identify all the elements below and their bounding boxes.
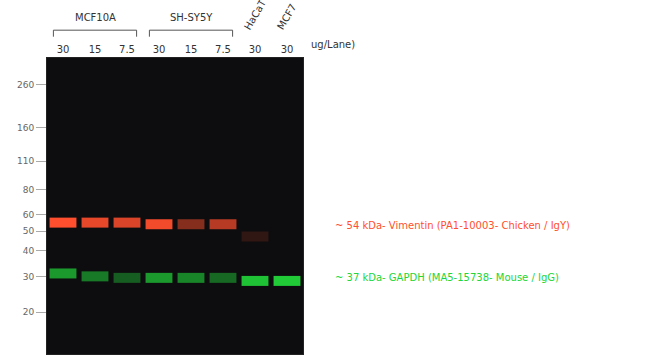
- svg-text:~ 37 kDa- GAPDH (MA5-15738- Mo: ~ 37 kDa- GAPDH (MA5-15738- Mouse / IgG): [335, 272, 559, 283]
- svg-text:7.5: 7.5: [215, 44, 231, 55]
- svg-text:MCF10A: MCF10A: [75, 12, 116, 23]
- svg-text:~ 54 kDa- Vimentin (PA1-10003-: ~ 54 kDa- Vimentin (PA1-10003- Chicken /…: [335, 220, 570, 231]
- svg-text:30: 30: [281, 44, 294, 55]
- svg-text:15: 15: [185, 44, 198, 55]
- svg-text:15: 15: [89, 44, 102, 55]
- svg-text:40: 40: [23, 246, 35, 256]
- svg-text:30: 30: [23, 272, 35, 282]
- svg-text:30: 30: [153, 44, 166, 55]
- svg-text:7.5: 7.5: [119, 44, 135, 55]
- svg-text:HaCaT: HaCaT: [242, 0, 268, 32]
- svg-text:30: 30: [249, 44, 262, 55]
- svg-text:110: 110: [17, 156, 34, 166]
- svg-text:50: 50: [23, 226, 35, 236]
- svg-text:SH-SY5Y: SH-SY5Y: [170, 12, 213, 23]
- svg-text:60: 60: [23, 210, 35, 220]
- svg-text:ug/Lane): ug/Lane): [311, 39, 355, 50]
- svg-text:80: 80: [23, 185, 35, 195]
- svg-text:260: 260: [17, 80, 34, 90]
- svg-text:30: 30: [57, 44, 70, 55]
- svg-text:160: 160: [17, 123, 34, 133]
- svg-text:MCF7: MCF7: [275, 2, 298, 32]
- svg-text:20: 20: [23, 307, 35, 317]
